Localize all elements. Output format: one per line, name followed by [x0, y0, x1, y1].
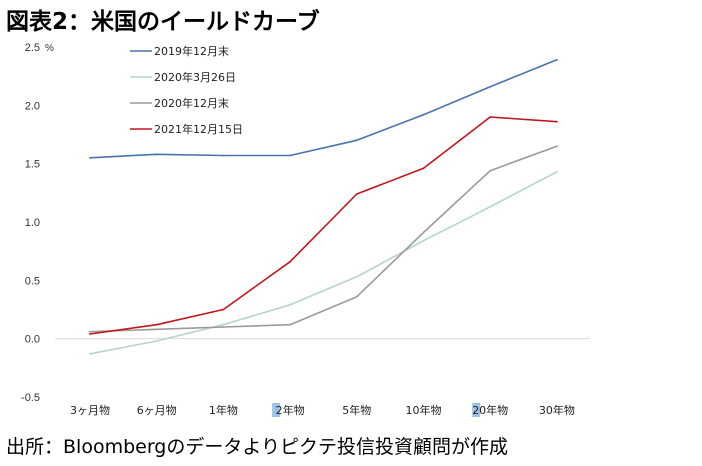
data-point	[556, 145, 558, 148]
data-point	[89, 352, 91, 355]
data-point	[89, 156, 91, 159]
data-point	[489, 116, 492, 118]
data-point	[155, 340, 158, 342]
data-point	[422, 239, 425, 242]
data-point	[422, 167, 425, 170]
x-label-highlight	[472, 403, 481, 417]
axis-layer: 2.5 2.0 1.5 1.0 0.5 0.0 -0.5% 3ヶ月物 6ヶ月物 1年物 2年物 5年物…	[21, 42, 590, 417]
data-point	[155, 153, 158, 156]
series-line	[89, 59, 558, 159]
data-point	[422, 113, 425, 116]
x-tick-label: 30年物	[539, 403, 575, 417]
data-point	[222, 323, 225, 326]
y-tick-label: 1.0	[25, 217, 40, 229]
data-point	[422, 231, 425, 234]
data-point	[489, 169, 492, 172]
data-point	[222, 154, 225, 157]
y-unit-label: %	[45, 43, 54, 54]
series-line	[89, 171, 558, 355]
y-tick-label: 1.5	[25, 159, 40, 171]
x-tick-label: 20年物	[472, 403, 508, 417]
data-point	[556, 58, 558, 61]
x-tick-label: 3ヶ月物	[70, 403, 110, 417]
y-tick-label: 2.0	[25, 100, 40, 112]
legend-entry: 2020年3月26日	[154, 70, 236, 84]
data-point	[489, 205, 492, 208]
data-point	[489, 85, 492, 88]
data-point	[155, 323, 158, 326]
series-layer	[89, 58, 558, 355]
data-point	[89, 330, 91, 333]
data-point	[355, 193, 358, 195]
x-tick-label: 10年物	[406, 403, 442, 417]
legend: 2019年12月末 2020年3月26日 2020年12月末 2021年12月15日	[130, 44, 243, 136]
data-point	[355, 139, 358, 142]
y-tick-label: 0.5	[25, 275, 40, 287]
y-tick-label: -0.5	[21, 392, 40, 404]
data-point	[289, 303, 291, 306]
data-point	[289, 154, 291, 157]
y-tick-label: 2.5	[25, 42, 40, 54]
data-point	[289, 323, 291, 326]
data-point	[222, 308, 225, 311]
data-point	[89, 333, 91, 335]
x-tick-label: 5年物	[342, 403, 371, 417]
data-point	[355, 295, 358, 298]
y-tick-label: 0.0	[25, 334, 40, 346]
series-line	[89, 116, 557, 335]
x-tick-label: 1年物	[209, 403, 238, 417]
chart-title: 図表2：米国のイールドカーブ	[6, 9, 320, 35]
data-point	[155, 328, 158, 331]
legend-entry: 2020年12月末	[154, 96, 229, 110]
data-point	[556, 170, 558, 173]
source-note: 出所：Bloombergのデータよりピクテ投信投資顧問が作成	[6, 436, 508, 458]
x-tick-label: 6ヶ月物	[137, 403, 177, 417]
series-line	[89, 145, 558, 333]
legend-entry: 2021年12月15日	[154, 122, 243, 136]
data-point	[222, 326, 225, 328]
data-point	[556, 120, 558, 123]
x-tick-label: 2年物	[276, 403, 305, 417]
data-point	[289, 260, 291, 263]
data-point	[355, 275, 358, 278]
legend-entry: 2019年12月末	[154, 44, 229, 58]
x-label-highlight	[272, 403, 281, 417]
